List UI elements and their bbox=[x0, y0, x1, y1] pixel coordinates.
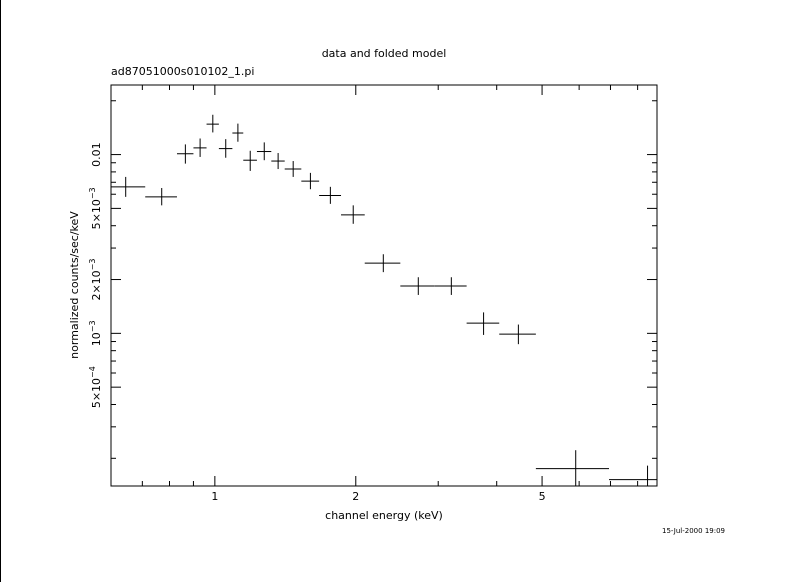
data-point bbox=[400, 277, 435, 295]
y-tick-label: 5×10−3 bbox=[88, 187, 103, 229]
data-point bbox=[243, 150, 257, 171]
data-point bbox=[319, 186, 342, 204]
data-point bbox=[364, 254, 401, 273]
chart-subtitle: ad87051000s010102_1.pi bbox=[111, 65, 254, 78]
y-tick-exponent: −3 bbox=[88, 259, 97, 271]
x-axis-ticks: 1 2 5 bbox=[110, 85, 639, 503]
y-tick-label: 10−3 bbox=[88, 320, 103, 346]
data-point bbox=[535, 450, 610, 486]
data-point bbox=[499, 324, 536, 345]
y-tick-mantissa: 10 bbox=[90, 332, 103, 346]
timestamp: 15-Jul-2000 19:09 bbox=[662, 527, 725, 535]
data-point bbox=[176, 144, 194, 164]
y-tick-mantissa: 2×10 bbox=[90, 270, 103, 300]
data-point bbox=[256, 142, 272, 161]
data-point bbox=[609, 465, 657, 486]
chart-title: data and folded model bbox=[322, 47, 447, 60]
y-tick-exponent: −3 bbox=[88, 320, 97, 332]
plot-frame bbox=[110, 84, 658, 487]
y-tick-label: 2×10−3 bbox=[88, 259, 103, 301]
data-points bbox=[111, 114, 657, 486]
y-tick-mantissa: 5×10 bbox=[90, 199, 103, 229]
data-point bbox=[218, 139, 233, 158]
y-axis-ticks: 0.015×10−32×10−310−35×10−4 bbox=[88, 100, 657, 459]
x-axis-label: channel energy (keV) bbox=[325, 509, 443, 522]
data-point bbox=[111, 176, 146, 197]
data-point bbox=[301, 172, 320, 190]
data-point bbox=[341, 205, 365, 224]
data-point bbox=[466, 312, 500, 335]
y-tick-exponent: −4 bbox=[88, 366, 97, 378]
data-point bbox=[284, 161, 302, 177]
y-tick-mantissa: 5×10 bbox=[90, 378, 103, 408]
data-point bbox=[193, 138, 207, 157]
x-tick-label: 2 bbox=[352, 490, 359, 503]
y-axis-label: normalized counts/sec/keV bbox=[68, 211, 81, 359]
data-point bbox=[232, 123, 244, 142]
x-tick-label: 1 bbox=[211, 490, 218, 503]
y-tick-exponent: −3 bbox=[88, 187, 97, 199]
data-point bbox=[271, 153, 285, 170]
data-point bbox=[206, 114, 219, 133]
y-tick-label: 5×10−4 bbox=[88, 366, 103, 408]
data-point bbox=[145, 188, 177, 206]
x-tick-label: 5 bbox=[539, 490, 546, 503]
y-tick-mantissa: 0.01 bbox=[90, 142, 103, 167]
data-point bbox=[434, 277, 467, 295]
y-tick-label: 0.01 bbox=[90, 142, 103, 167]
